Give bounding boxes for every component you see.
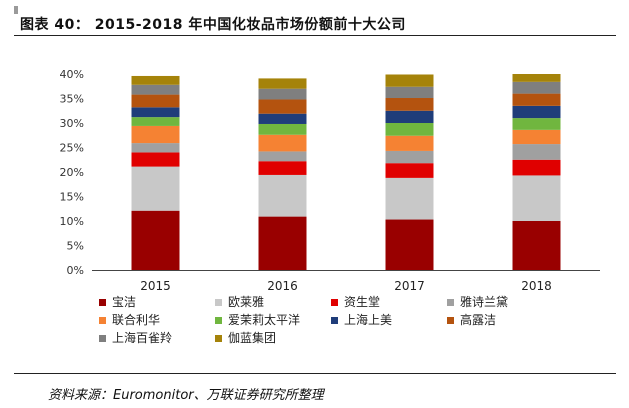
bar-segment [512,93,561,106]
bar-segment [258,174,307,217]
figure-title: 图表 40： 2015-2018 年中国化妆品市场份额前十大公司 [20,17,406,33]
bar-segment [131,152,180,167]
legend-swatch [99,335,106,342]
bar-segment [385,98,434,111]
y-tick-label: 0% [67,264,84,277]
bar-segment [258,113,307,124]
bar-segment [131,75,180,85]
x-tick-label: 2018 [521,279,552,293]
legend-label: 联合利华 [112,312,160,327]
legend-swatch [447,317,454,324]
bar-segment [512,81,561,94]
bar-segment [385,163,434,178]
legend-swatch [331,299,338,306]
title-accent-mark [14,6,18,14]
legend-swatch [215,335,222,342]
bar-segment [131,143,180,153]
stacked-bar-chart: 0% 5% 10% 15% 20% 25% 30% 35% 40% 2015 2016 2017 201… [60,68,600,345]
bar-segment [258,134,307,152]
bar-segment [131,117,180,126]
legend-swatch [99,299,106,306]
y-tick-label: 40% [60,68,84,81]
bar-segment [512,221,561,270]
legend-label: 高露洁 [460,312,496,327]
bar-segment [512,129,561,145]
bar-segment [512,175,561,221]
y-tick-label: 20% [60,166,84,179]
legend-label: 资生堂 [344,295,380,309]
y-tick-label: 15% [60,191,84,204]
bar-segment [258,88,307,100]
bar-segment [131,125,180,144]
bar-segment [385,110,434,123]
bar-segment [258,216,307,270]
y-tick-label: 5% [67,240,84,253]
legend-swatch [215,299,222,306]
bar-segment [258,151,307,162]
bar-segment [385,219,434,270]
y-tick-label: 10% [60,215,84,228]
legend-label: 伽蓝集团 [228,330,276,345]
x-tick-label: 2015 [140,279,171,293]
bar-segment [258,78,307,89]
title-bar: 图表 40： 2015-2018 年中国化妆品市场份额前十大公司 [14,6,616,36]
bar-segment [385,150,434,164]
x-tick-label: 2017 [394,279,425,293]
legend-label: 欧莱雅 [228,294,264,309]
legend-label: 上海百雀羚 [112,330,172,345]
y-tick-label: 25% [60,142,84,155]
bar-segment [131,84,180,95]
y-tick-label: 35% [60,93,84,106]
bar-segment [385,135,434,151]
y-tick-label: 30% [60,117,84,130]
legend-swatch [447,299,454,306]
legend-label: 雅诗兰黛 [460,294,508,309]
bar-segment [385,177,434,220]
bar-segment [131,210,180,270]
bar-segment [512,118,561,130]
source-divider [14,373,616,374]
bar-segment [258,161,307,175]
legend-label: 上海上美 [344,312,392,327]
bar-segment [512,105,561,119]
legend-swatch [99,317,106,324]
bar-segment [258,99,307,114]
legend-label: 爱茉莉太平洋 [228,312,300,327]
legend-label: 宝洁 [112,295,136,309]
bar-segment [385,123,434,136]
bar-segment [131,166,180,211]
bar-segment [512,144,561,160]
bar-segment [258,123,307,135]
source-note: 资料来源：Euromonitor、万联证券研究所整理 [48,388,324,403]
bar-segment [131,107,180,118]
x-tick-label: 2016 [267,279,298,293]
bar-segment [131,94,180,108]
bar-segment [512,159,561,176]
bar-segment [385,74,434,87]
legend-swatch [331,317,338,324]
title-underline [14,35,616,36]
legend-swatch [215,317,222,324]
bar-segment [385,86,434,99]
bar-segment [512,74,561,82]
